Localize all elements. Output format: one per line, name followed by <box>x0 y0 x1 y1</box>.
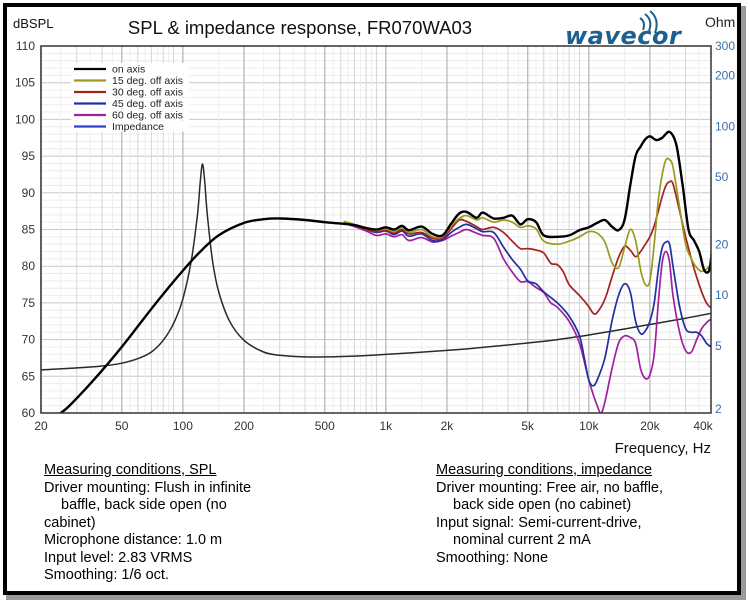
notes-impedance-line: Driver mounting: Free air, no baffle, <box>436 479 664 496</box>
y-tick-label-right: 20 <box>715 237 729 251</box>
y-tick-label-left: 80 <box>22 259 36 273</box>
notes-spl-line: cabinet) <box>44 514 96 531</box>
tick-labels: 20 50 100 200 500 1k 2k 5k 10k 20k 40k110105100959… <box>15 39 735 433</box>
notes-spl-line: Driver mounting: Flush in infinite <box>44 479 252 496</box>
y-tick-label-right: 5 <box>715 339 722 353</box>
notes-impedance-line: back side open (no cabinet) <box>453 497 632 513</box>
notes-impedance: Measuring conditions, impedance Driver m… <box>436 462 663 567</box>
legend-bg <box>71 109 189 120</box>
legend-label: 30 deg. off axis <box>112 87 183 99</box>
series-line-30-deg-off-axis <box>343 180 711 315</box>
legend-bg <box>71 97 189 109</box>
x-tick-label: 40k <box>693 419 713 433</box>
series-line-impedance <box>41 163 711 371</box>
x-tick-label: 200 <box>234 419 254 433</box>
plot-border <box>40 45 712 414</box>
y-tick-label-left: 110 <box>16 39 35 53</box>
y-tick-label-left: 100 <box>15 112 35 126</box>
y-tick-label-right: 100 <box>715 119 735 133</box>
wavecor-logo: wavecor <box>565 10 683 50</box>
notes-impedance-line: Input signal: Semi-current-drive, <box>436 514 642 531</box>
x-tick-label: 50 <box>115 419 129 433</box>
legend-bg <box>71 120 189 132</box>
notes-impedance-line: Smoothing: None <box>436 549 549 566</box>
legend-label: 60 deg. off axis <box>112 110 183 122</box>
legend-label: Impedance <box>112 121 164 133</box>
y-tick-label-right: 200 <box>715 69 735 83</box>
x-tick-label: 20 <box>34 419 48 433</box>
series-line-on-axis <box>58 130 711 413</box>
y-axis-label-left: dBSPL <box>13 16 53 31</box>
y-tick-label-left: 70 <box>22 333 36 347</box>
x-tick-label: 20k <box>640 419 660 433</box>
legend-label: 45 deg. off axis <box>112 98 183 110</box>
x-tick-label: 2k <box>441 419 455 433</box>
x-tick-label: 100 <box>173 419 193 433</box>
x-tick-label: 1k <box>379 419 393 433</box>
logo-text: wavecor <box>565 22 683 50</box>
y-tick-label-left: 95 <box>22 149 36 163</box>
notes-spl-line: Input level: 2.83 VRMS <box>44 549 193 566</box>
legend-label: 15 deg. off axis <box>112 75 183 87</box>
y-tick-label-right: 300 <box>715 39 735 53</box>
x-tick-label: 10k <box>579 419 599 433</box>
notes-spl-line: Microphone distance: 1.0 m <box>44 532 223 548</box>
notes-spl-line: Smoothing: 1/6 oct. <box>44 567 169 583</box>
logo-wave-icon <box>639 10 658 34</box>
notes-impedance-heading: Measuring conditions, impedance <box>436 462 653 478</box>
legend-bg <box>71 63 189 74</box>
series-line-60-deg-off-axis <box>343 222 711 413</box>
y-tick-label-right: 10 <box>715 288 729 302</box>
x-tick-label: 500 <box>315 419 335 433</box>
series-line-45-deg-off-axis <box>343 221 711 387</box>
y-tick-label-right: 2 <box>715 402 722 416</box>
notes-spl-heading: Measuring conditions, SPL <box>44 462 217 478</box>
y-tick-label-right: 50 <box>715 170 729 184</box>
notes-impedance-line: nominal current 2 mA <box>453 532 591 548</box>
curves <box>41 130 711 413</box>
chart-title: SPL & impedance response, FR070WA03 <box>128 17 472 38</box>
legend-bg <box>71 86 189 97</box>
notes-spl-line: baffle, back side open (no <box>61 497 227 513</box>
y-tick-label-left: 65 <box>22 369 36 383</box>
y-tick-label-left: 105 <box>15 76 35 90</box>
y-tick-label-left: 60 <box>22 406 36 420</box>
legend-label: on axis <box>112 64 145 76</box>
y-axis-label-right: Ohm <box>705 14 735 30</box>
y-tick-label-left: 75 <box>22 296 36 310</box>
grid <box>40 45 712 414</box>
y-tick-label-left: 90 <box>22 186 36 200</box>
legend-bg <box>71 74 189 86</box>
series-line-15-deg-off-axis <box>343 157 711 287</box>
y-tick-label-left: 85 <box>22 223 36 237</box>
x-tick-label: 5k <box>521 419 535 433</box>
x-axis-label: Frequency, Hz <box>615 440 711 457</box>
notes-spl: Measuring conditions, SPL Driver mountin… <box>44 462 251 585</box>
